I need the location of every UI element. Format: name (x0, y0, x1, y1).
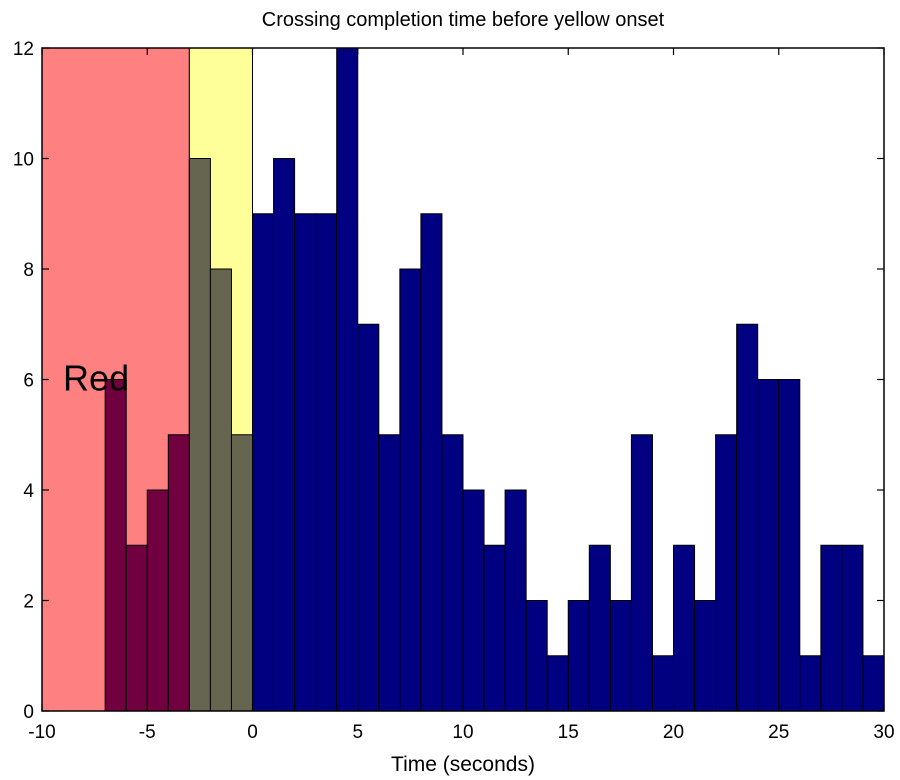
x-tick-label: 0 (247, 722, 258, 743)
x-tick-label: -10 (28, 722, 55, 743)
x-tick-label: 15 (558, 722, 579, 743)
y-tick-label: 0 (23, 702, 34, 723)
histogram-bar (462, 489, 485, 712)
histogram-bar (209, 268, 232, 712)
histogram-bar (483, 544, 506, 712)
histogram-bar (399, 268, 422, 712)
histogram-bar (104, 379, 127, 712)
histogram-bar (757, 379, 780, 712)
histogram-bar (820, 544, 843, 712)
histogram-bar (651, 655, 675, 712)
histogram-bar (252, 213, 275, 712)
y-tick-label: 12 (13, 39, 34, 60)
histogram-bar (715, 434, 738, 712)
y-tick-label: 10 (13, 150, 34, 171)
histogram-bar (146, 489, 169, 712)
histogram-bar (336, 47, 359, 712)
histogram-bar (420, 213, 443, 712)
x-tick-label: 5 (352, 722, 363, 743)
histogram-bar (630, 434, 653, 712)
x-tick-label: 25 (768, 722, 789, 743)
histogram-bar (357, 323, 380, 712)
histogram-bar (525, 600, 548, 712)
region-annotations: Red (63, 358, 129, 399)
histogram-bar (294, 213, 317, 712)
x-tick-label: 10 (452, 722, 473, 743)
histogram-bar (778, 379, 801, 712)
histogram-bar (673, 544, 696, 712)
histogram-bar (167, 434, 190, 712)
histogram-bar (588, 544, 611, 712)
axes: -10 -5 0 5 10 15 20 25 30 0 2 4 6 8 10 12 (13, 39, 895, 743)
y-tick-label: 2 (23, 592, 34, 613)
histogram-bar (441, 434, 464, 712)
x-tick-label: 20 (663, 722, 684, 743)
y-tick-label: 6 (23, 371, 34, 392)
histogram-bar (567, 600, 590, 712)
y-tick-label: 8 (23, 260, 34, 281)
histogram-bar (546, 655, 569, 712)
histogram-bar (862, 655, 885, 712)
x-tick-label: -5 (139, 722, 156, 743)
histogram-bar (736, 323, 759, 712)
histogram-bar (694, 600, 717, 712)
region-label-red: Red (63, 358, 129, 399)
x-tick-label: 30 (873, 722, 894, 743)
x-axis-label: Time (seconds) (391, 753, 535, 776)
histogram-bar (378, 434, 401, 712)
histogram-bars (104, 47, 885, 712)
histogram-bar (230, 434, 253, 712)
histogram-bar (188, 158, 211, 712)
histogram-bar (841, 544, 864, 712)
histogram-bar (504, 489, 527, 712)
histogram-bar (315, 213, 338, 712)
histogram-bar (273, 158, 296, 712)
y-tick-label: 4 (23, 481, 34, 502)
histogram-bar (609, 600, 632, 712)
histogram-bar (799, 655, 822, 712)
histogram-bar (125, 544, 148, 712)
chart-title: Crossing completion time before yellow o… (262, 9, 665, 31)
